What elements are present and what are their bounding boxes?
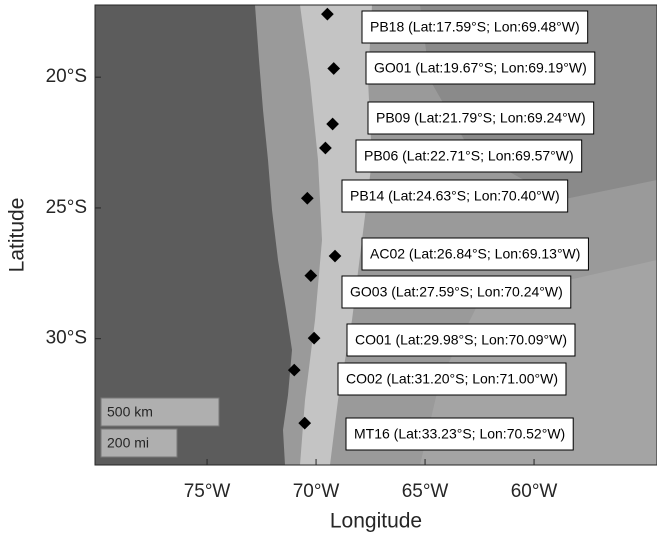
y-tick-label: 30°S — [46, 328, 87, 349]
x-axis-label: Longitude — [330, 510, 422, 533]
station-label: MT16 (Lat:33.23°S; Lon:70.52°W) — [354, 426, 565, 442]
x-tick-label: 75°W — [184, 481, 231, 502]
station-label: GO01 (Lat:19.67°S; Lon:69.19°W) — [374, 60, 587, 76]
scale-bar-label: 500 km — [107, 404, 153, 420]
x-tick-label: 70°W — [293, 481, 340, 502]
station-label: PB09 (Lat:21.79°S; Lon:69.24°W) — [376, 110, 586, 126]
station-label: PB14 (Lat:24.63°S; Lon:70.40°W) — [350, 188, 560, 204]
scale-bar-label: 200 mi — [107, 435, 149, 451]
x-tick-label: 60°W — [511, 481, 558, 502]
station-label: CO01 (Lat:29.98°S; Lon:70.09°W) — [355, 332, 567, 348]
map-figure: Longitude Latitude 75°W 70°W 65°W 60°W 30°S 2… — [0, 0, 657, 537]
y-tick-label: 25°S — [46, 197, 87, 218]
x-tick-label: 65°W — [402, 481, 449, 502]
y-tick-label: 20°S — [46, 66, 87, 87]
y-axis-label: Latitude — [6, 198, 29, 273]
station-label: AC02 (Lat:26.84°S; Lon:69.13°W) — [370, 246, 580, 262]
station-label: GO03 (Lat:27.59°S; Lon:70.24°W) — [350, 284, 563, 300]
station-label: PB18 (Lat:17.59°S; Lon:69.48°W) — [370, 19, 580, 35]
station-label: CO02 (Lat:31.20°S; Lon:71.00°W) — [346, 371, 558, 387]
station-label: PB06 (Lat:22.71°S; Lon:69.57°W) — [364, 148, 574, 164]
